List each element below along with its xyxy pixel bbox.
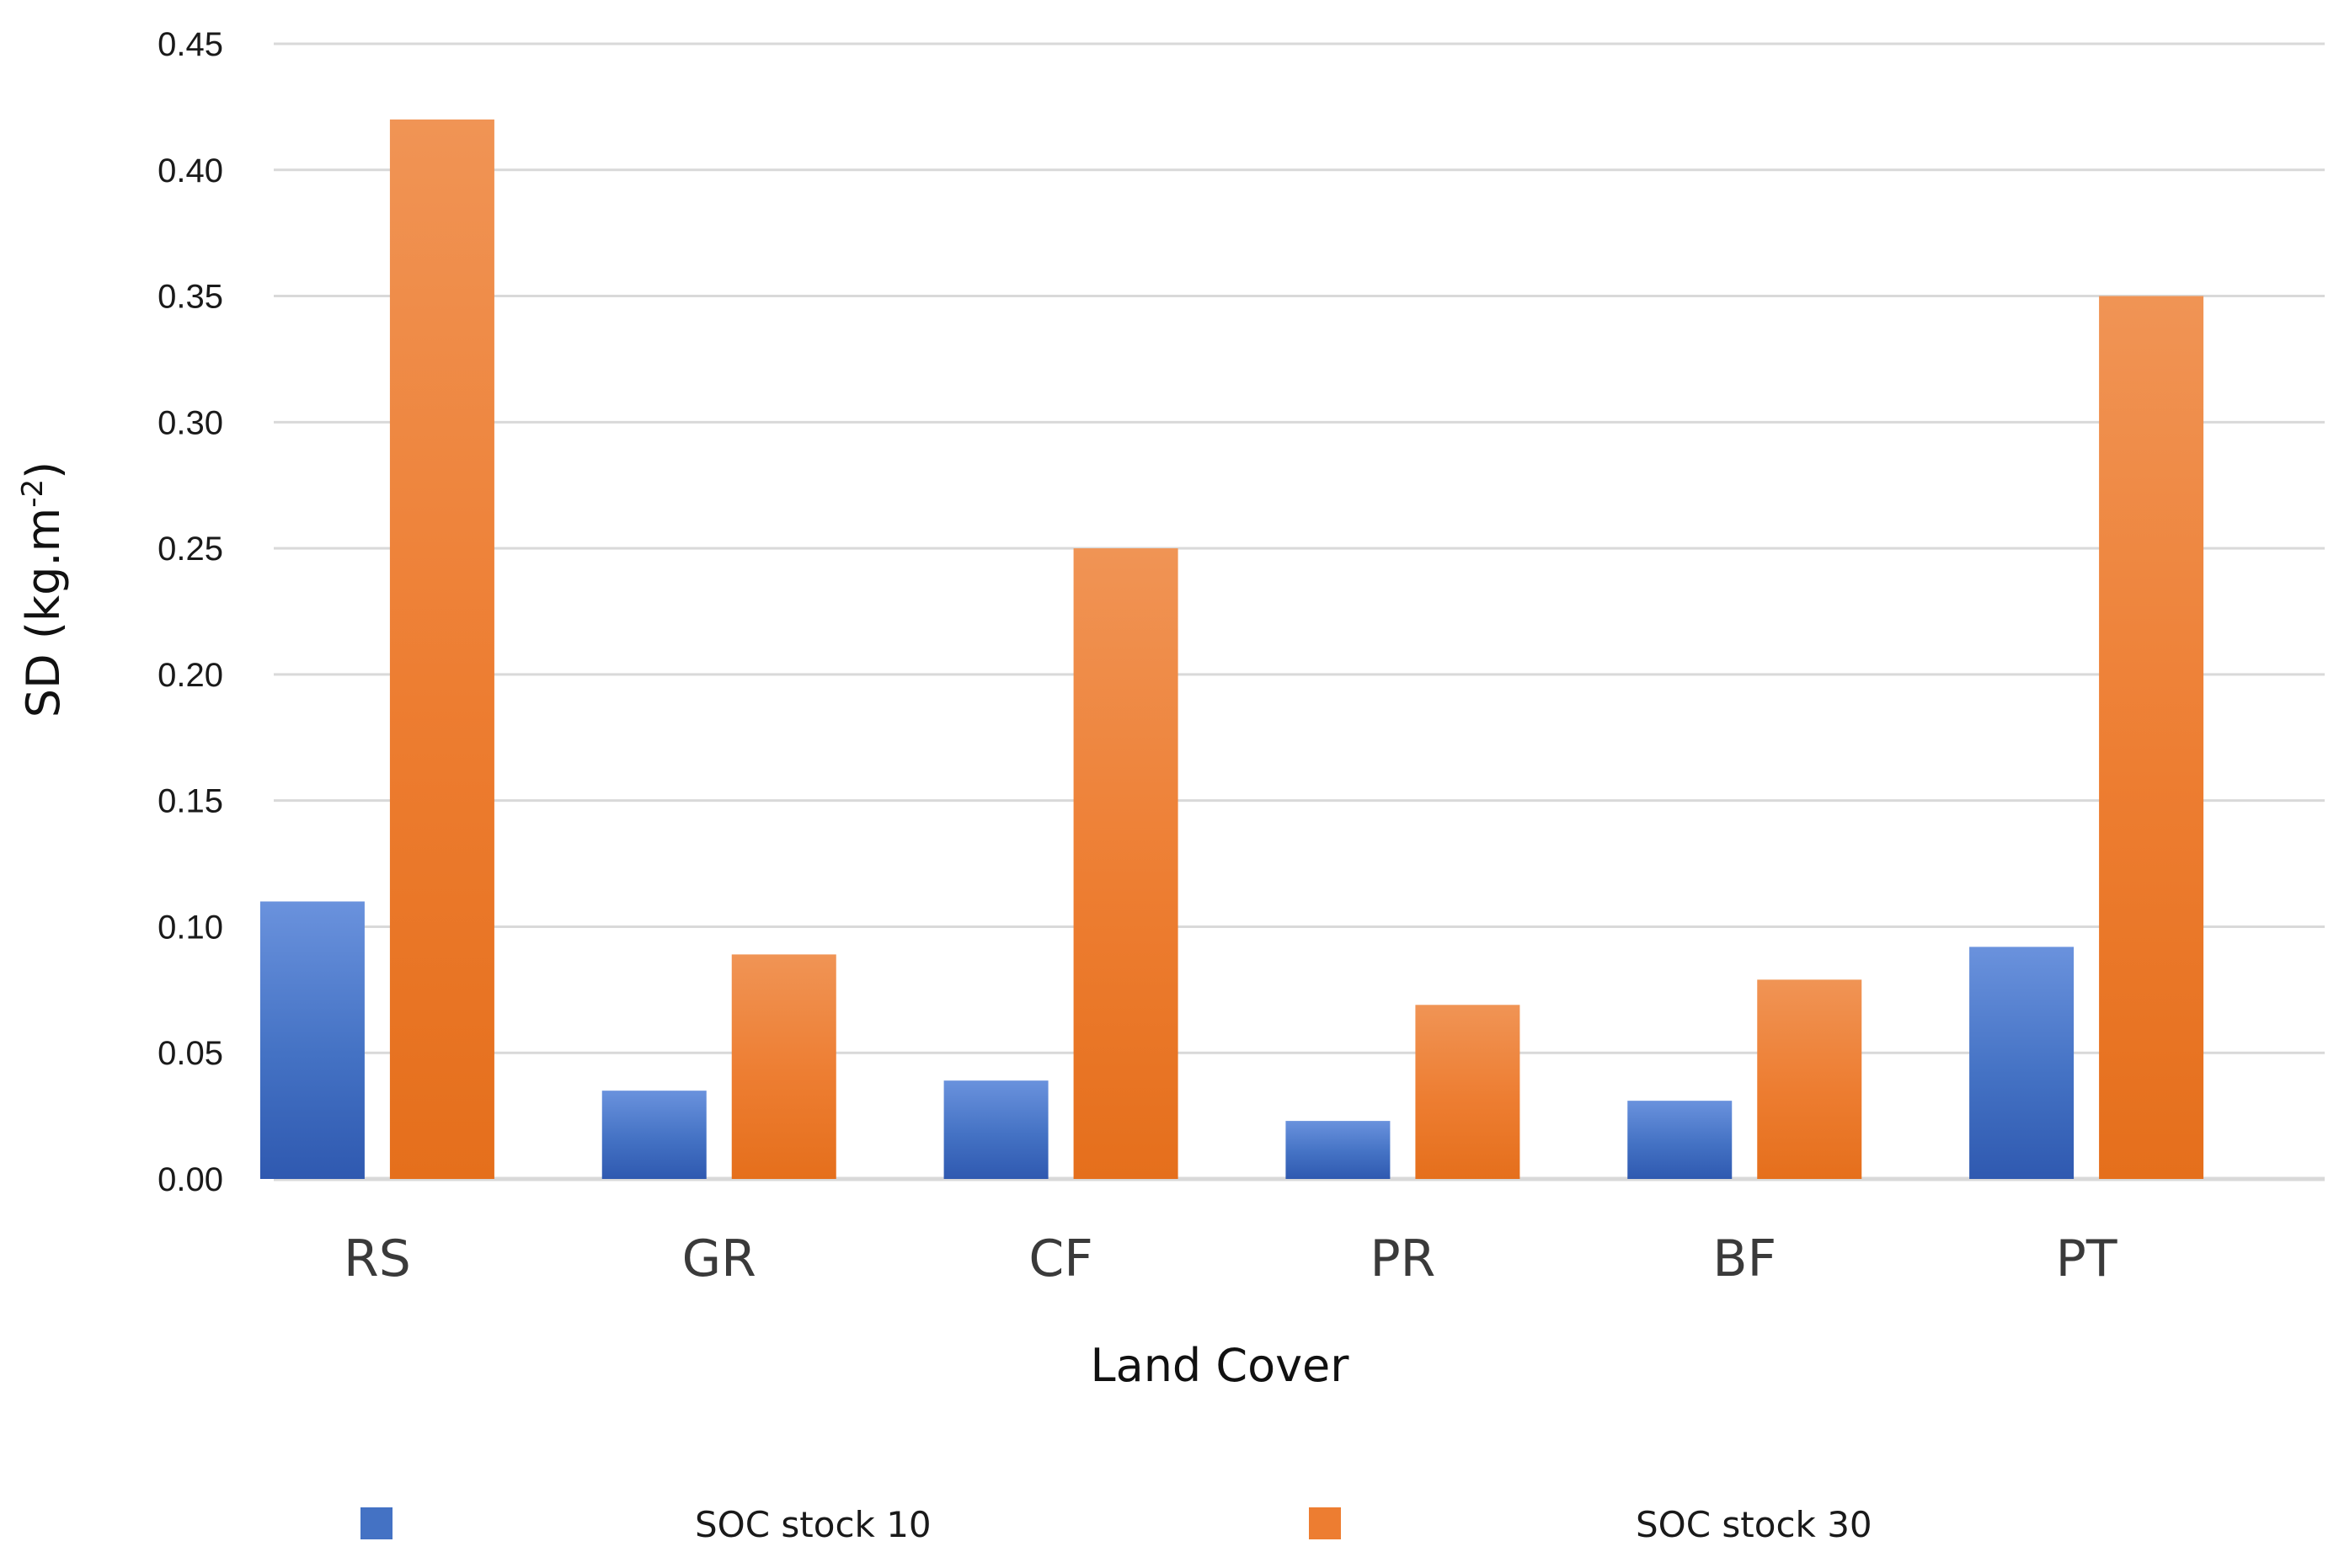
x-category-label: GR — [682, 1229, 756, 1288]
y-axis-title: SD (kg.m-2) — [16, 461, 70, 717]
y-tick-label: 0.45 — [158, 26, 223, 63]
y-tick-label: 0.15 — [158, 783, 223, 820]
bar-soc-stock-30-pt — [2099, 296, 2204, 1179]
y-axis-title-superscript: -2 — [16, 479, 50, 508]
y-tick-label: 0.20 — [158, 657, 223, 694]
bar-soc-stock-10-pt — [1969, 947, 2075, 1179]
bar-soc-stock-10-bf — [1627, 1101, 1733, 1179]
bar-soc-stock-30-pr — [1415, 1005, 1520, 1179]
legend-label: SOC stock 10 — [695, 1504, 932, 1545]
x-category-label: PR — [1370, 1229, 1435, 1288]
x-axis-title: Land Cover — [1091, 1339, 1350, 1392]
y-tick-label: 0.25 — [158, 531, 223, 568]
y-tick-label: 0.10 — [158, 909, 223, 946]
bar-soc-stock-30-bf — [1757, 979, 1862, 1179]
y-tick-label: 0.30 — [158, 404, 223, 441]
y-tick-label: 0.05 — [158, 1035, 223, 1072]
x-category-label: CF — [1028, 1229, 1092, 1288]
x-axis-categories: RS GR CF PR BF PT — [344, 1229, 2117, 1288]
y-tick-label: 0.40 — [158, 152, 223, 189]
y-tick-label: 0.00 — [158, 1161, 223, 1198]
bar-soc-stock-10-rs — [259, 901, 365, 1179]
legend-swatch — [1309, 1507, 1341, 1539]
legend-swatch — [360, 1507, 393, 1539]
y-axis-title-main: SD (kg.m — [17, 508, 70, 717]
x-category-label: RS — [344, 1229, 411, 1288]
y-tick-label: 0.35 — [158, 279, 223, 316]
bar-soc-stock-30-cf — [1073, 548, 1178, 1179]
bar-soc-stock-30-gr — [731, 954, 836, 1179]
bars — [259, 119, 2204, 1179]
y-axis-title-group: SD (kg.m-2) — [16, 461, 70, 717]
x-category-label: PT — [2056, 1229, 2117, 1288]
y-axis-title-close: ) — [17, 461, 70, 479]
bar-soc-stock-30-rs — [389, 119, 494, 1179]
legend: SOC stock 10 SOC stock 30 — [360, 1504, 1872, 1545]
legend-label: SOC stock 30 — [1636, 1504, 1872, 1545]
x-category-label: BF — [1712, 1229, 1776, 1288]
bar-soc-stock-10-gr — [601, 1091, 707, 1179]
bar-soc-stock-10-pr — [1285, 1121, 1391, 1179]
y-axis-ticks: 0.00 0.05 0.10 0.15 0.20 0.25 0.30 0.35 0.40 0.45 — [158, 26, 223, 1198]
bar-soc-stock-10-cf — [943, 1080, 1049, 1179]
